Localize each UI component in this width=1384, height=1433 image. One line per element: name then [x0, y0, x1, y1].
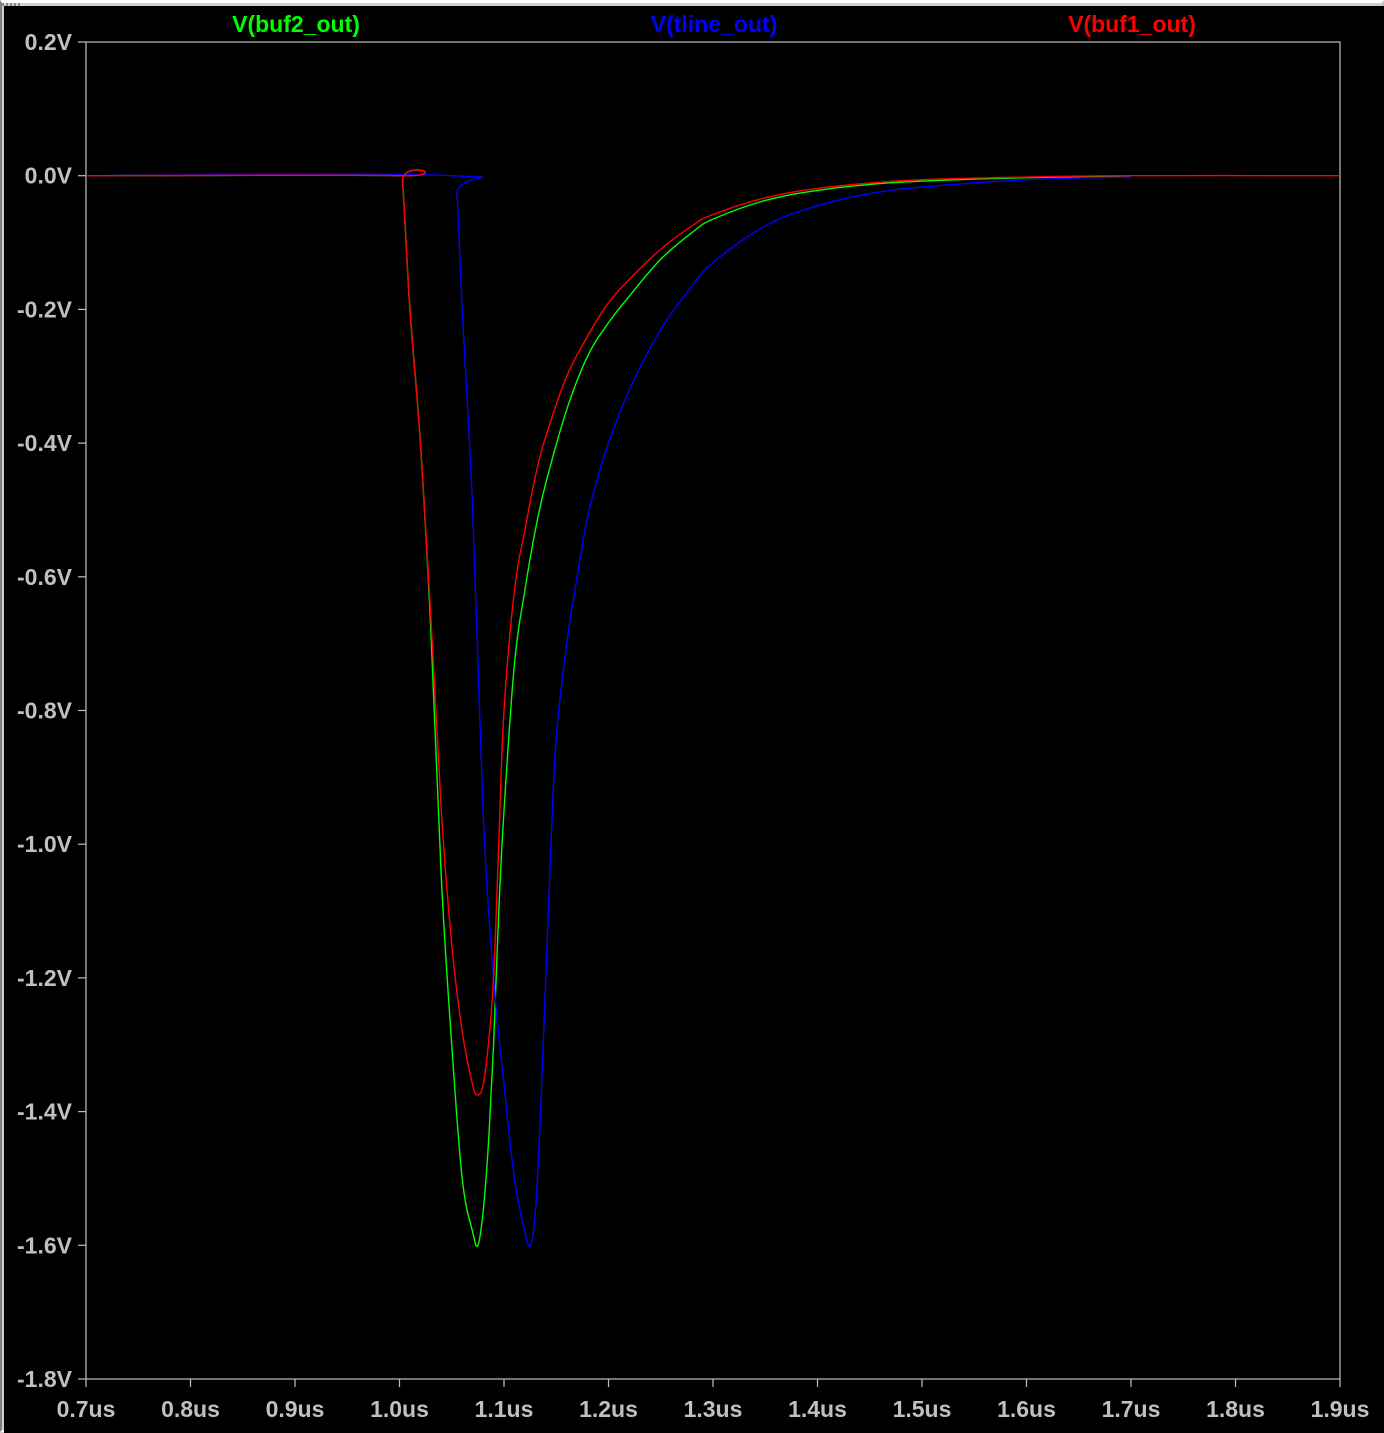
series-line-v-tline-out — [85, 173, 1132, 1248]
plot-frame — [85, 41, 1341, 1380]
x-tick-label: 1.3us — [684, 1396, 743, 1422]
y-tick-label: -0.6V — [17, 564, 73, 590]
y-tick-label: 0.2V — [25, 29, 73, 55]
y-tick-label: -0.8V — [17, 698, 73, 724]
x-tick-label: 1.2us — [579, 1396, 638, 1422]
x-tick-label: 1.4us — [788, 1396, 847, 1422]
series-line-v-buf1-out — [85, 169, 1341, 1096]
x-tick-label: 0.9us — [266, 1396, 325, 1422]
x-tick-label: 1.8us — [1206, 1396, 1265, 1422]
x-tick-label: 1.1us — [475, 1396, 534, 1422]
y-tick-label: -1.6V — [17, 1232, 73, 1258]
x-tick-label: 1.9us — [1311, 1396, 1370, 1422]
x-tick-label: 1.0us — [370, 1396, 429, 1422]
x-tick-label: 0.8us — [161, 1396, 220, 1422]
y-tick-label: -1.8V — [17, 1366, 73, 1392]
series-line-v-buf2-out — [85, 169, 1132, 1248]
y-tick-label: -1.2V — [17, 965, 73, 991]
y-tick-label: -0.4V — [17, 430, 73, 456]
plot-pane[interactable]: 0.2V 0.0V -0.2V -0.4V -0.6V -0.8V -1.0V -1.2V -1… — [4, 6, 1384, 1433]
y-tick-label: 0.0V — [25, 163, 73, 189]
x-tick-label: 1.7us — [1102, 1396, 1161, 1422]
window-grip — [2, 3, 22, 6]
legend-label-v-buf1-out[interactable]: V(buf1_out) — [1068, 11, 1196, 37]
legend-label-v-tline-out[interactable]: V(tline_out) — [651, 11, 778, 37]
x-tick-label: 1.5us — [893, 1396, 952, 1422]
x-tick-label: 0.7us — [57, 1396, 116, 1422]
legend-label-v-buf2-out[interactable]: V(buf2_out) — [232, 11, 360, 37]
y-tick-label: -1.0V — [17, 831, 73, 857]
y-tick-label: -1.4V — [17, 1099, 73, 1125]
waveform-chart[interactable]: 0.2V 0.0V -0.2V -0.4V -0.6V -0.8V -1.0V -1.2V -1… — [4, 6, 1384, 1433]
x-tick-label: 1.6us — [997, 1396, 1056, 1422]
y-tick-label: -0.2V — [17, 296, 73, 322]
